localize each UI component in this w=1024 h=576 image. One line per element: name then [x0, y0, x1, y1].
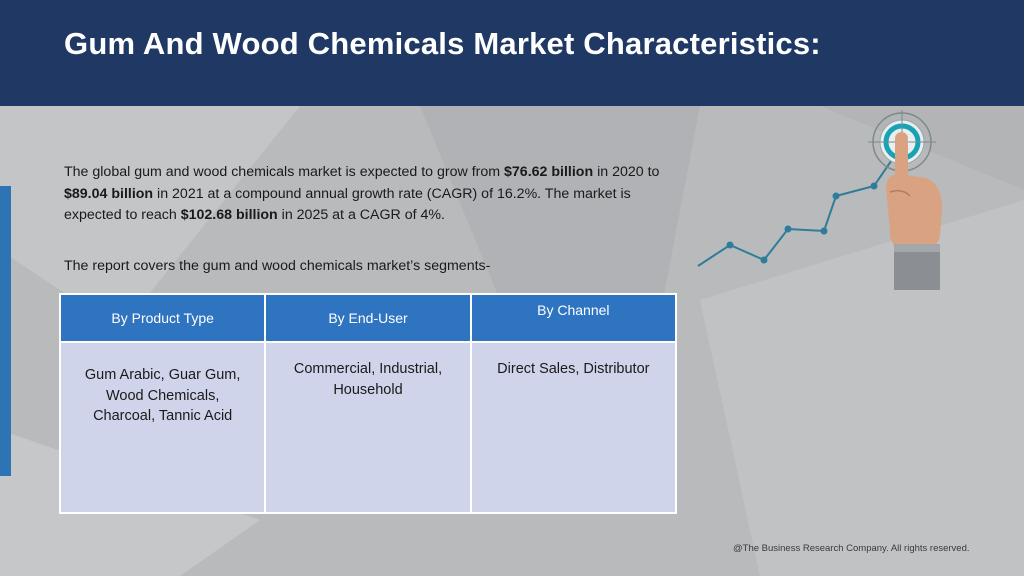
table-row: Gum Arabic, Guar Gum, Wood Chemicals, Ch…	[58, 341, 678, 514]
value-2025: $102.68 billion	[180, 207, 278, 223]
value-2020: $76.62 billion	[504, 164, 594, 180]
header-end-user: By End-User	[264, 293, 472, 343]
growth-illustration	[697, 110, 942, 290]
intro-text-4: in 2025 at a CAGR of 4%.	[277, 207, 445, 223]
header-product-type: By Product Type	[58, 293, 267, 343]
page-title: Gum And Wood Chemicals Market Characteri…	[64, 26, 821, 61]
table-header-row: By Product Type By End-User By Channel	[58, 293, 678, 343]
growth-line-icon	[697, 147, 901, 267]
intro-text-1: The global gum and wood chemicals market…	[64, 164, 505, 180]
intro-paragraph: The global gum and wood chemicals market…	[64, 162, 684, 227]
title-bar: Gum And Wood Chemicals Market Characteri…	[0, 0, 1024, 106]
copyright-footer: @The Business Research Company. All righ…	[733, 543, 970, 554]
cell-product-types: Gum Arabic, Guar Gum, Wood Chemicals, Ch…	[58, 341, 267, 514]
value-2021: $89.04 billion	[64, 185, 154, 202]
pointing-hand-icon	[886, 132, 942, 290]
segments-note: The report covers the gum and wood chemi…	[64, 258, 491, 274]
header-channel: By Channel	[469, 293, 678, 343]
segments-table: By Product Type By End-User By Channel G…	[58, 293, 678, 514]
cell-channels: Direct Sales, Distributor	[469, 341, 678, 514]
cell-end-users: Commercial, Industrial, Household	[264, 341, 472, 514]
accent-bar	[0, 186, 11, 476]
intro-text-3: in 2021 at a compound annual growth rate…	[64, 185, 631, 224]
intro-text-2: in 2020 to	[593, 164, 660, 180]
